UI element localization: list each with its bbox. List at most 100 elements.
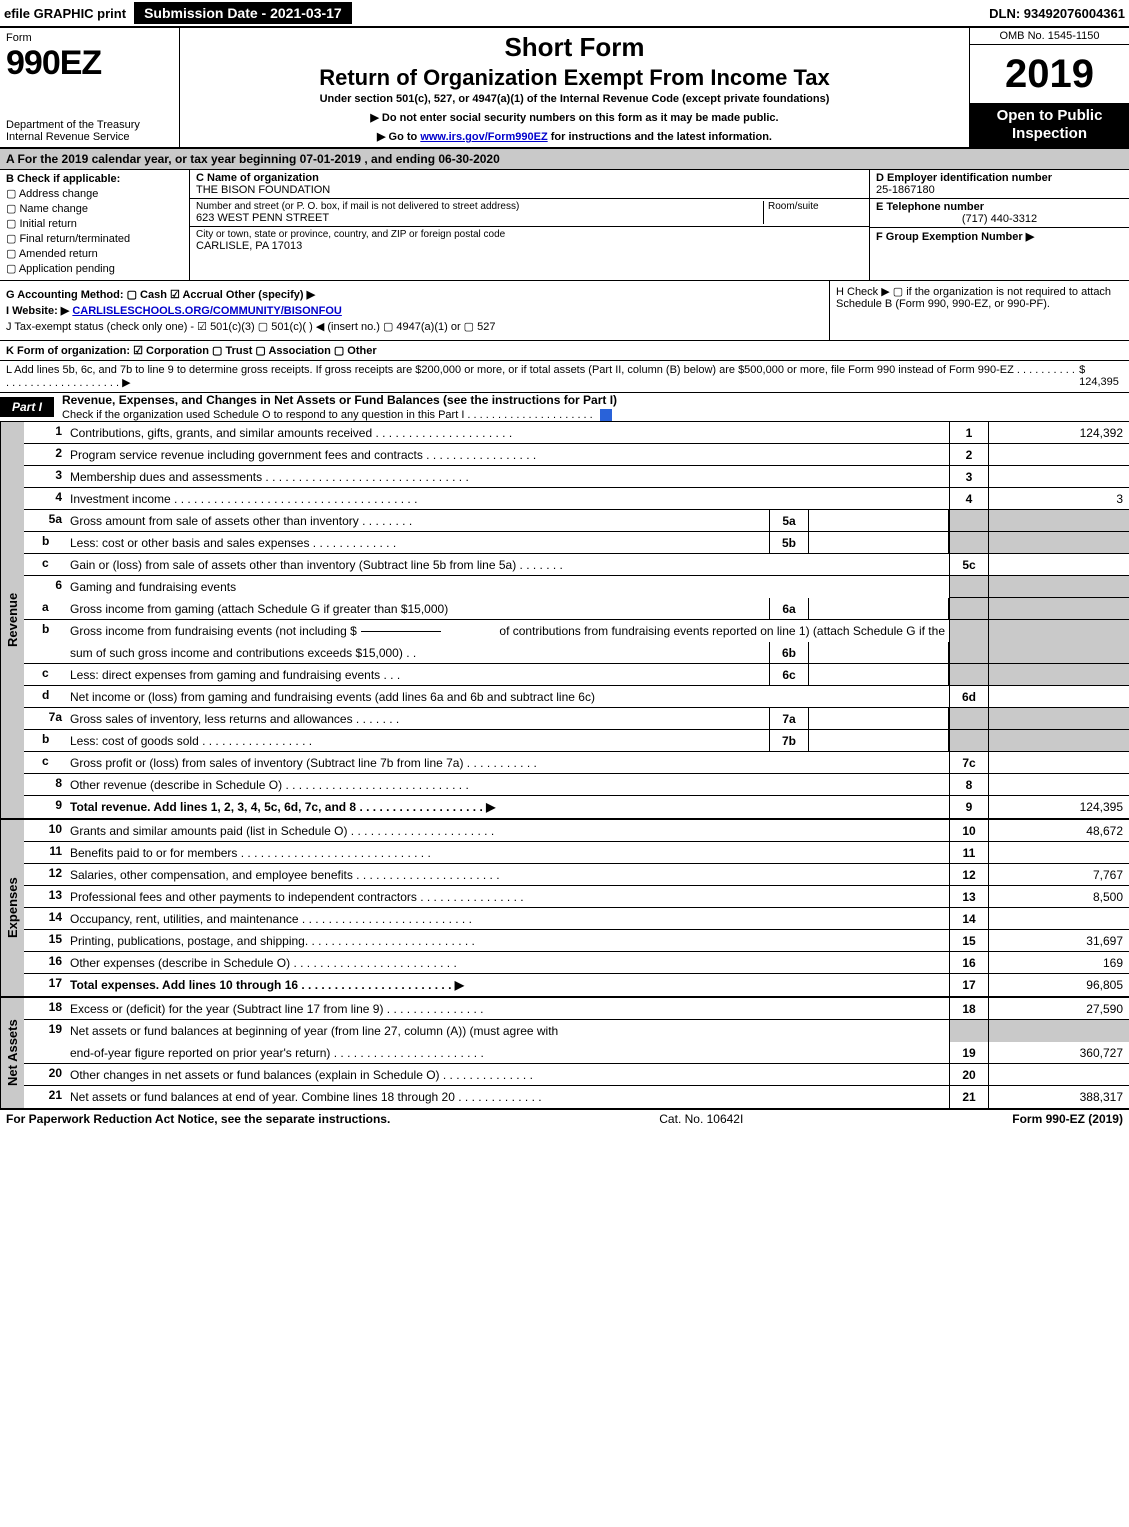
- line-16-desc: Other expenses (describe in Schedule O) …: [66, 952, 949, 973]
- line-19-desc2: end-of-year figure reported on prior yea…: [66, 1042, 949, 1063]
- line-6a-mv: [809, 598, 949, 619]
- line-6b-2: sum of such gross income and contributio…: [24, 642, 1129, 664]
- line-6c-rn: [949, 664, 989, 685]
- line-14-rn: 14: [949, 908, 989, 929]
- part1-checkbox-icon[interactable]: [600, 409, 612, 421]
- line-6d-rn: 6d: [949, 686, 989, 707]
- return-title: Return of Organization Exempt From Incom…: [188, 65, 961, 91]
- line-19-1-rv: [989, 1020, 1129, 1042]
- col-def: D Employer identification number 25-1867…: [869, 170, 1129, 280]
- line-3-desc: Membership dues and assessments . . . . …: [66, 466, 949, 487]
- room-label: Room/suite: [768, 201, 863, 212]
- col-b-header: B Check if applicable:: [6, 173, 183, 185]
- check-name[interactable]: Name change: [6, 202, 183, 215]
- line-21-rn: 21: [949, 1086, 989, 1108]
- footer-left: For Paperwork Reduction Act Notice, see …: [6, 1112, 390, 1126]
- irs-link[interactable]: www.irs.gov/Form990EZ: [420, 131, 547, 143]
- org-name-row: C Name of organization THE BISON FOUNDAT…: [190, 170, 869, 199]
- website-link[interactable]: CARLISLESCHOOLS.ORG/COMMUNITY/BISONFOU: [72, 305, 342, 317]
- open-public: Open to Public Inspection: [970, 103, 1129, 147]
- line-7a-num: 7a: [24, 708, 66, 729]
- line-6a: a Gross income from gaming (attach Sched…: [24, 598, 1129, 620]
- efile-label[interactable]: efile GRAPHIC print: [4, 6, 126, 21]
- line-3-rn: 3: [949, 466, 989, 487]
- line-6c-mn: 6c: [769, 664, 809, 685]
- part1-title-text: Revenue, Expenses, and Changes in Net As…: [62, 393, 617, 407]
- line-6a-rn: [949, 598, 989, 619]
- line-5a-rv: [989, 510, 1129, 531]
- dept-treasury: Department of the Treasury: [6, 119, 173, 131]
- line-8: 8 Other revenue (describe in Schedule O)…: [24, 774, 1129, 796]
- check-initial[interactable]: Initial return: [6, 217, 183, 230]
- line-9-rv: 124,395: [989, 796, 1129, 818]
- department: Department of the Treasury Internal Reve…: [6, 119, 173, 143]
- line-15-rn: 15: [949, 930, 989, 951]
- expenses-section: Expenses 10 Grants and similar amounts p…: [0, 820, 1129, 998]
- line-13-rn: 13: [949, 886, 989, 907]
- line-18-desc: Excess or (deficit) for the year (Subtra…: [66, 998, 949, 1019]
- line-10-desc: Grants and similar amounts paid (list in…: [66, 820, 949, 841]
- line-2-desc: Program service revenue including govern…: [66, 444, 949, 465]
- line-5b: b Less: cost or other basis and sales ex…: [24, 532, 1129, 554]
- line-6b-blank: [361, 631, 441, 632]
- footer-right: Form 990-EZ (2019): [1012, 1112, 1123, 1126]
- part1-label: Part I: [0, 397, 54, 417]
- line-12-rn: 12: [949, 864, 989, 885]
- line-12-rv: 7,767: [989, 864, 1129, 885]
- line-6a-rv: [989, 598, 1129, 619]
- line-19-1: 19 Net assets or fund balances at beginn…: [24, 1020, 1129, 1042]
- line-5a-mn: 5a: [769, 510, 809, 531]
- check-final[interactable]: Final return/terminated: [6, 232, 183, 245]
- line-1-desc: Contributions, gifts, grants, and simila…: [66, 422, 949, 443]
- org-name: THE BISON FOUNDATION: [196, 184, 863, 196]
- line-11-rn: 11: [949, 842, 989, 863]
- line-19-desc1: Net assets or fund balances at beginning…: [66, 1020, 949, 1042]
- line-6a-mn: 6a: [769, 598, 809, 619]
- footer: For Paperwork Reduction Act Notice, see …: [0, 1110, 1129, 1128]
- line-3: 3 Membership dues and assessments . . . …: [24, 466, 1129, 488]
- line-10-rn: 10: [949, 820, 989, 841]
- line-6b-mn: 6b: [769, 642, 809, 663]
- col-c-org-info: C Name of organization THE BISON FOUNDAT…: [190, 170, 869, 280]
- line-13-desc: Professional fees and other payments to …: [66, 886, 949, 907]
- line-8-rv: [989, 774, 1129, 795]
- line-19-rv: 360,727: [989, 1042, 1129, 1063]
- row-l-value: $ 124,395: [1079, 364, 1123, 389]
- line-6-desc: Gaming and fundraising events: [66, 576, 949, 598]
- line-5b-rn: [949, 532, 989, 553]
- line-5a-num: 5a: [24, 510, 66, 531]
- ssn-warning: ▶ Do not enter social security numbers o…: [188, 111, 961, 124]
- street-label: Number and street (or P. O. box, if mail…: [196, 201, 763, 212]
- phone-label: E Telephone number: [876, 201, 1123, 213]
- line-7a-desc: Gross sales of inventory, less returns a…: [66, 708, 769, 729]
- line-5c-desc: Gain or (loss) from sale of assets other…: [66, 554, 949, 575]
- footer-center: Cat. No. 10642I: [659, 1112, 743, 1126]
- line-5b-mn: 5b: [769, 532, 809, 553]
- header-left: Form 990EZ Department of the Treasury In…: [0, 28, 180, 147]
- dln: DLN: 93492076004361: [989, 6, 1125, 21]
- line-2-rn: 2: [949, 444, 989, 465]
- form-header: Form 990EZ Department of the Treasury In…: [0, 28, 1129, 149]
- part1-check-text: Check if the organization used Schedule …: [62, 409, 593, 421]
- line-6c-desc: Less: direct expenses from gaming and fu…: [66, 664, 769, 685]
- omb-number: OMB No. 1545-1150: [970, 28, 1129, 45]
- line-6b-desc1: Gross income from fundraising events (no…: [66, 620, 949, 642]
- line-7b-num: b: [24, 730, 66, 751]
- line-5c-rn: 5c: [949, 554, 989, 575]
- line-20: 20 Other changes in net assets or fund b…: [24, 1064, 1129, 1086]
- line-7c-desc: Gross profit or (loss) from sales of inv…: [66, 752, 949, 773]
- line-14-rv: [989, 908, 1129, 929]
- line-16-rn: 16: [949, 952, 989, 973]
- line-17-rn: 17: [949, 974, 989, 996]
- col-b-checkboxes: B Check if applicable: Address change Na…: [0, 170, 190, 280]
- line-6d: d Net income or (loss) from gaming and f…: [24, 686, 1129, 708]
- check-address[interactable]: Address change: [6, 187, 183, 200]
- check-amended[interactable]: Amended return: [6, 247, 183, 260]
- line-21: 21 Net assets or fund balances at end of…: [24, 1086, 1129, 1108]
- line-10: 10 Grants and similar amounts paid (list…: [24, 820, 1129, 842]
- row-l-text: L Add lines 5b, 6c, and 7b to line 9 to …: [6, 364, 1079, 389]
- line-2-rv: [989, 444, 1129, 465]
- line-19-2-num: [24, 1042, 66, 1063]
- check-pending[interactable]: Application pending: [6, 262, 183, 275]
- line-15-num: 15: [24, 930, 66, 951]
